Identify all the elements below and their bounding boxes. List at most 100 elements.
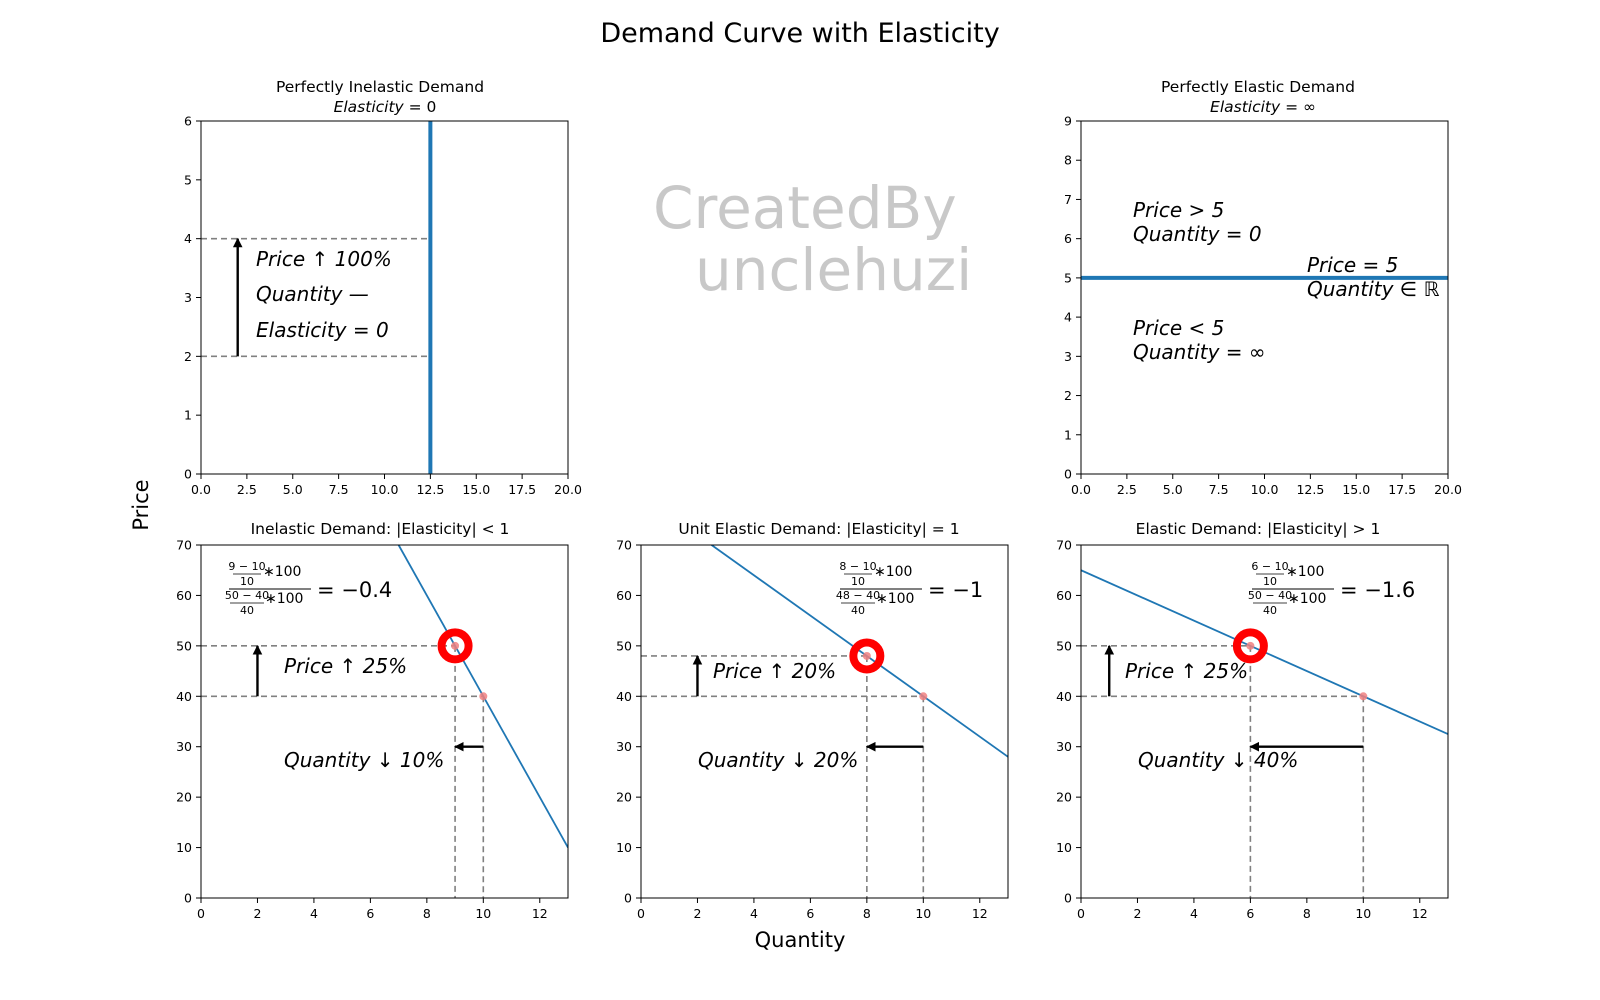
y-tick-label: 1 [184, 408, 192, 423]
y-tick-label: 40 [1056, 689, 1072, 704]
plot-area: 0 2 4 6 8 10 12 0 10 20 30 40 50 60 70 [176, 538, 569, 921]
x-tick-label: 8 [423, 906, 431, 921]
watermark: CreatedBy unclehuzi [653, 174, 972, 304]
label-quantity-real: Quantity ∈ ℝ [1307, 277, 1440, 301]
formula-num-bot: 10 [1263, 575, 1277, 588]
x-tick-label: 8 [1303, 906, 1311, 921]
y-tick-label: 4 [1064, 310, 1072, 325]
y-tick-label: 0 [184, 891, 192, 906]
y-tick-label: 0 [624, 891, 632, 906]
panel-inelastic: Inelastic Demand: |Elasticity| < 1 0 2 4 6 8… [176, 520, 569, 921]
annotations: Price ↑ 25% Quantity ↓ 40% [1125, 659, 1298, 772]
plot-area: 0.0 2.5 5.0 7.5 10.0 12.5 15.0 17.5 20.0 0 1 2 3 4 5 6 [184, 114, 582, 498]
y-tick-label: 3 [1064, 349, 1072, 364]
annotations: Price > 5 Quantity = 0 Price = 5 Quantit… [1133, 198, 1440, 364]
label-elasticity: Elasticity = 0 [256, 318, 389, 342]
formula-den-bot: 40 [240, 604, 254, 617]
y-tick-label: 60 [1056, 588, 1072, 603]
x-tick-label: 6 [366, 906, 374, 921]
data-point [862, 651, 871, 660]
label-price-change: Price ↑ 25% [1125, 659, 1248, 683]
label-price-above: Price > 5 [1133, 198, 1224, 222]
x-tick-label: 8 [863, 906, 871, 921]
x-tick-label: 0.0 [1071, 482, 1091, 497]
panel-title: Unit Elastic Demand: |Elasticity| = 1 [678, 520, 959, 538]
x-tick-label: 12.5 [1296, 482, 1324, 497]
annotations: Price ↑ 25% Quantity ↓ 10% [284, 654, 444, 772]
formula-den-times: ∗100 [265, 591, 303, 607]
demand-line [711, 545, 1008, 758]
x-tick-label: 7.5 [329, 482, 349, 497]
x-tick-label: 6 [1246, 906, 1254, 921]
y-tick-label: 10 [176, 840, 192, 855]
watermark-line-2: unclehuzi [695, 236, 972, 304]
formula: 6 − 10 10 ∗100 50 − 40 40 ∗100 = −1.6 [1248, 560, 1415, 617]
guide-lines [1081, 645, 1365, 898]
formula: 9 − 10 10 ∗100 50 − 40 40 ∗100 = −0.4 [225, 560, 392, 617]
x-tick-label: 12.5 [416, 482, 444, 497]
guide-lines [641, 655, 925, 898]
y-tick-label: 30 [616, 739, 632, 754]
y-tick-label: 40 [616, 689, 632, 704]
panel-perfectly-inelastic: Perfectly Inelastic Demand Elasticity = … [184, 78, 582, 497]
data-point [479, 692, 488, 701]
x-tick-label: 7.5 [1209, 482, 1229, 497]
formula-num-bot: 10 [851, 575, 865, 588]
formula-den-times: ∗100 [876, 591, 914, 607]
y-tick-label: 6 [184, 114, 192, 129]
y-tick-label: 70 [176, 538, 192, 553]
plot-area: 0 2 4 6 8 10 12 0 10 20 30 40 50 60 70 [616, 538, 1009, 921]
x-tick-label: 10.0 [371, 482, 399, 497]
x-tick-label: 10 [475, 906, 491, 921]
y-tick-label: 60 [616, 588, 632, 603]
annotations: Price ↑ 100% Quantity — Elasticity = 0 [256, 247, 392, 342]
formula-result: = −0.4 [317, 578, 392, 602]
highlight-ring [1232, 628, 1268, 664]
x-tick-label: 20.0 [1434, 482, 1462, 497]
highlight-ring [437, 628, 473, 664]
series [711, 545, 1008, 758]
formula-result: = −1.6 [1340, 578, 1415, 602]
x-tick-label: 4 [1190, 906, 1198, 921]
x-tick-label: 17.5 [1388, 482, 1416, 497]
plot-area: 0 2 4 6 8 10 12 0 10 20 30 40 50 60 70 [1056, 538, 1449, 921]
y-tick-label: 40 [176, 689, 192, 704]
x-tick-label: 5.0 [1163, 482, 1183, 497]
formula-num-top: 9 − 10 [228, 560, 265, 573]
y-tick-label: 3 [184, 290, 192, 305]
axes-frame [1080, 544, 1449, 899]
y-tick-label: 2 [1064, 388, 1072, 403]
x-tick-label: 4 [310, 906, 318, 921]
x-tick-label: 2 [1133, 906, 1141, 921]
x-tick-label: 2.5 [1117, 482, 1137, 497]
y-tick-label: 60 [176, 588, 192, 603]
x-tick-label: 10 [915, 906, 931, 921]
formula-num-top: 8 − 10 [839, 560, 876, 573]
y-tick-label: 70 [1056, 538, 1072, 553]
x-tick-label: 6 [806, 906, 814, 921]
plot-area: 0.0 2.5 5.0 7.5 10.0 12.5 15.0 17.5 20.0 0 1 2 3 4 5 6 7… [1064, 114, 1462, 498]
x-tick-label: 0 [1077, 906, 1085, 921]
guide-lines [201, 645, 485, 898]
panel-subtitle: Elasticity = 0 [334, 98, 437, 116]
formula-den-top: 50 − 40 [1248, 589, 1292, 602]
x-tick-label: 2.5 [237, 482, 257, 497]
x-tick-label: 10.0 [1251, 482, 1279, 497]
data-point [1246, 641, 1255, 650]
x-tick-label: 20.0 [554, 482, 582, 497]
label-quantity-change: Quantity ↓ 20% [698, 748, 858, 772]
panel-perfectly-elastic: Perfectly Elastic Demand Elasticity = ∞ … [1064, 78, 1462, 497]
panel-unit-elastic: Unit Elastic Demand: |Elasticity| = 1 0 2… [616, 520, 1009, 921]
y-tick-label: 1 [1064, 427, 1072, 442]
formula-den-bot: 40 [851, 604, 865, 617]
label-quantity-change: Quantity ↓ 40% [1138, 748, 1298, 772]
y-tick-label: 30 [176, 739, 192, 754]
y-tick-label: 30 [1056, 739, 1072, 754]
formula-num-bot: 10 [240, 575, 254, 588]
formula-den-top: 48 − 40 [836, 589, 880, 602]
x-tick-label: 12 [972, 906, 988, 921]
panel-elastic: Elastic Demand: |Elasticity| > 1 0 2 4 6 8 10… [1056, 520, 1449, 921]
formula-den-times: ∗100 [1288, 591, 1326, 607]
x-tick-label: 12 [532, 906, 548, 921]
